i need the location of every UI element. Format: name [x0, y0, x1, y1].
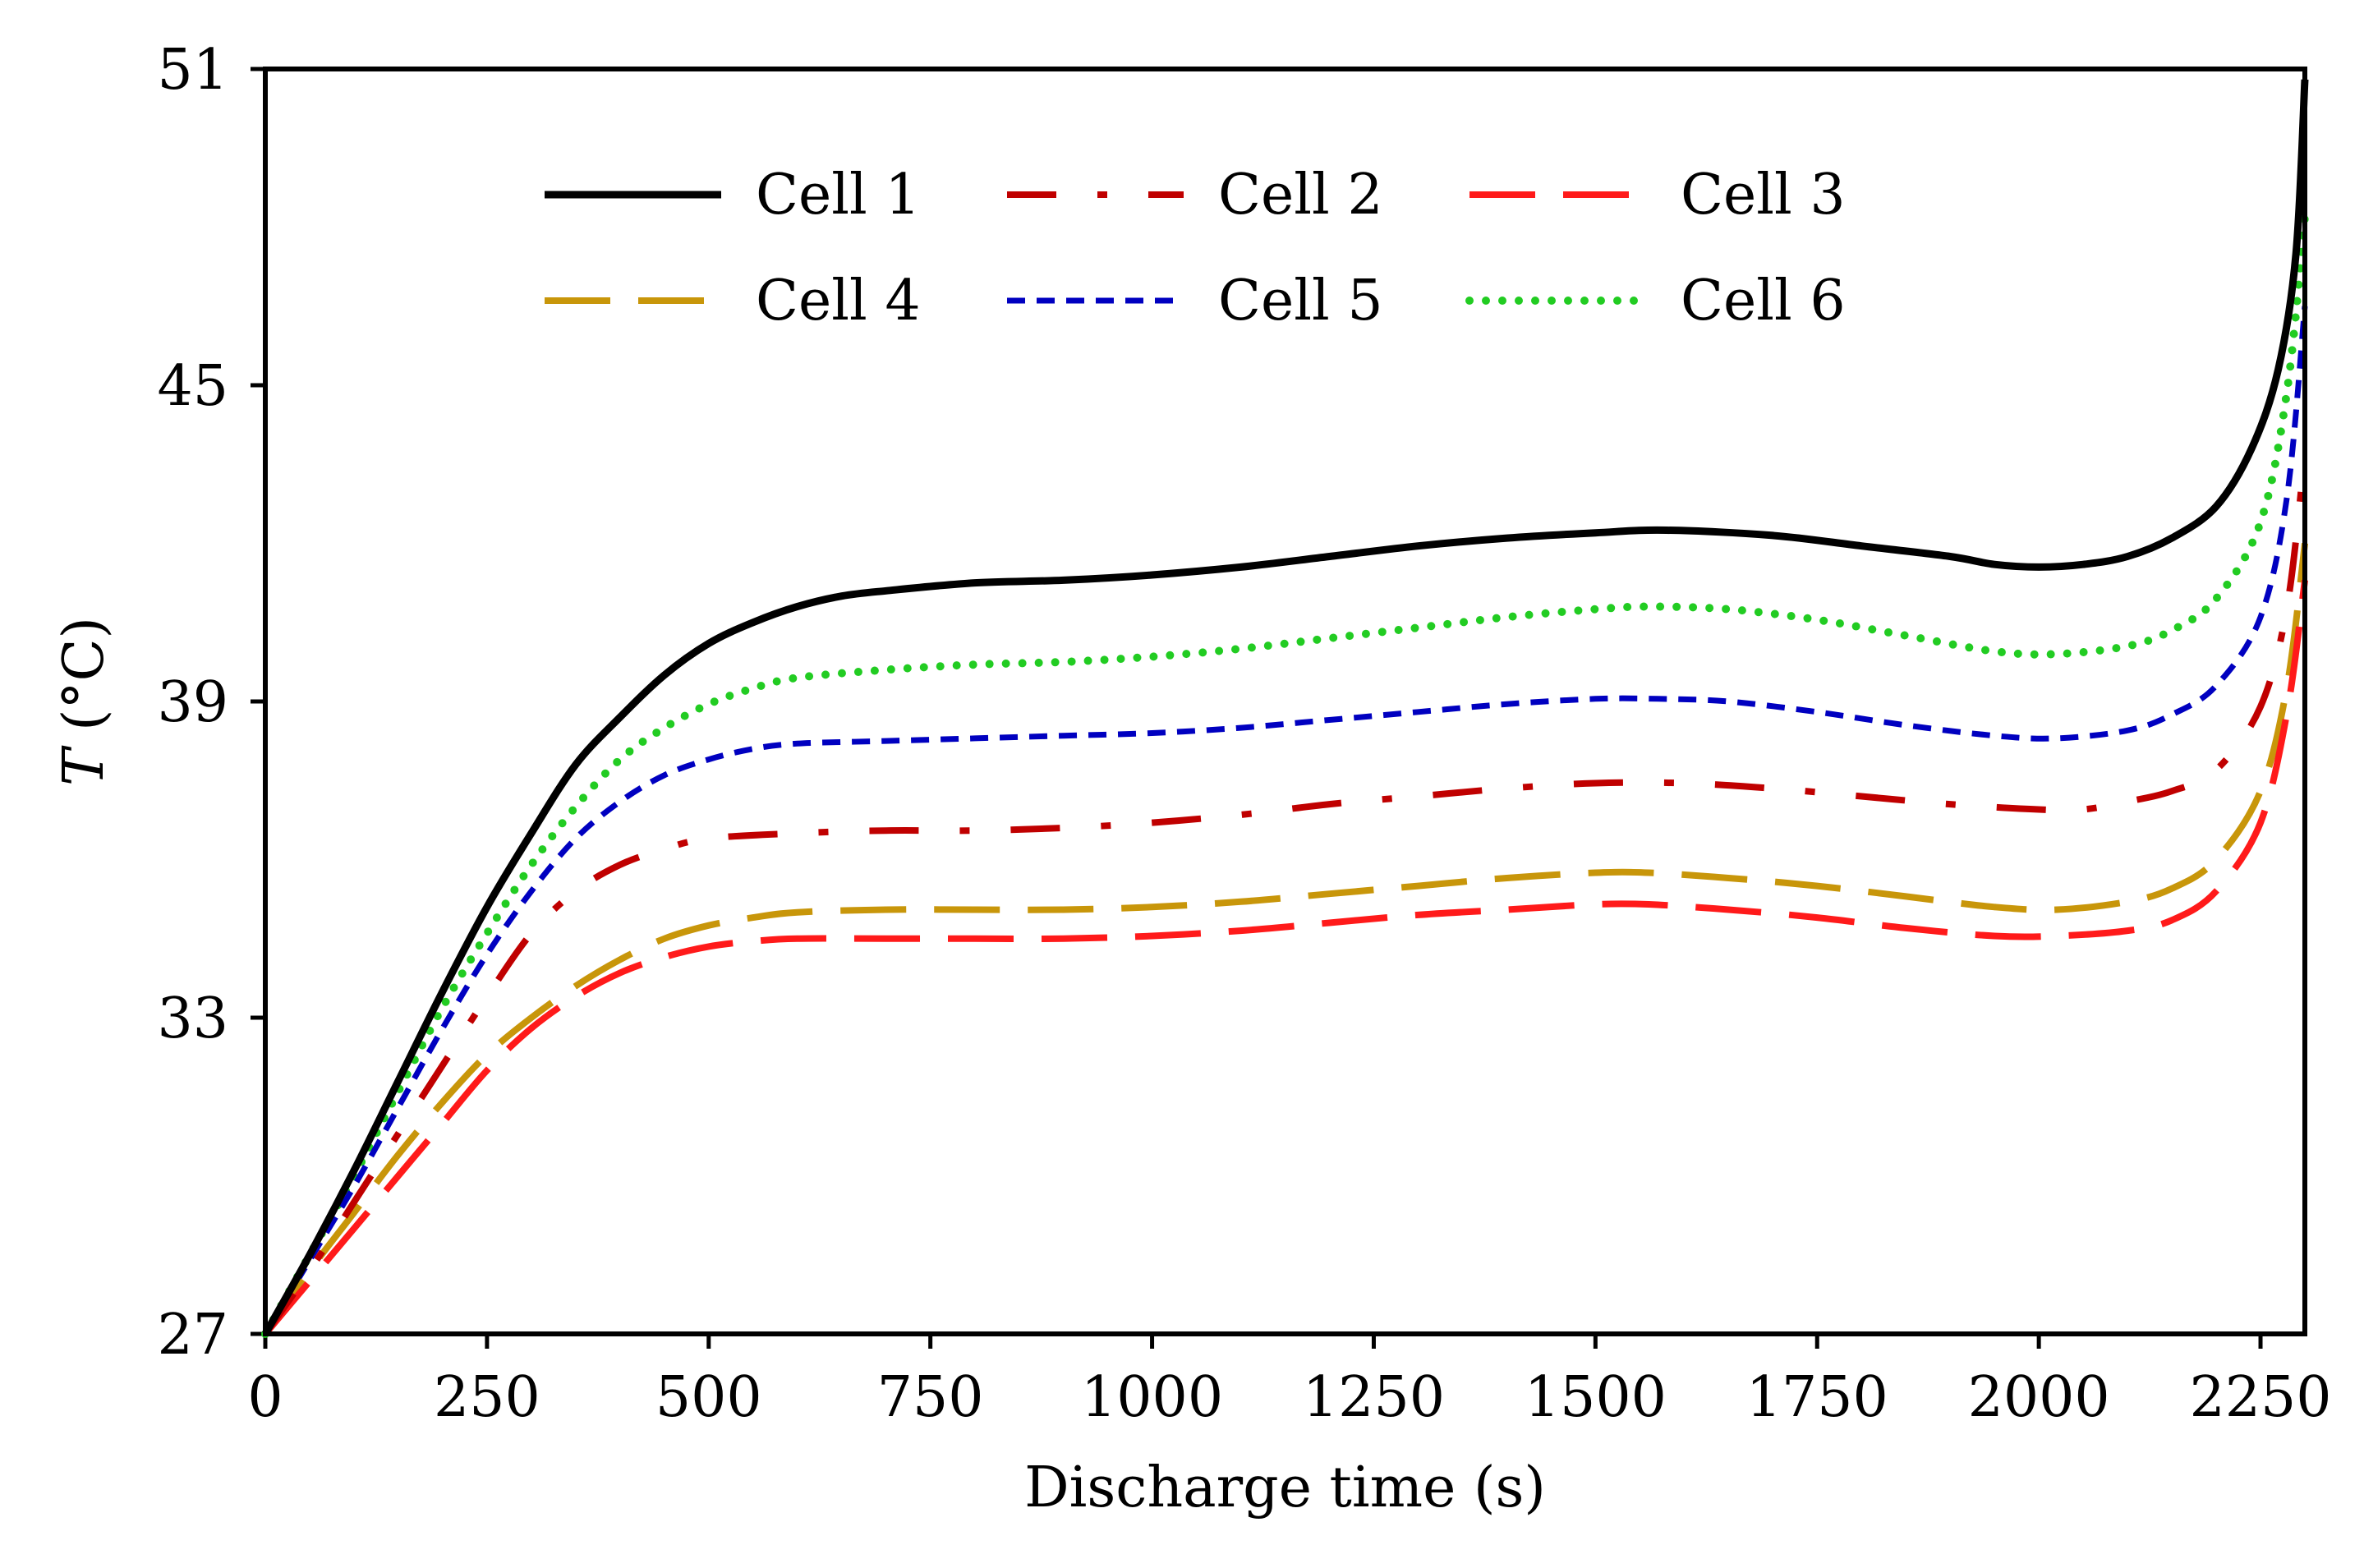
x-tick-label-1500: 1500 [1525, 1365, 1667, 1430]
plot-frame [263, 67, 2307, 1336]
series-line-cell-3 [262, 579, 2308, 1336]
x-tick-label-2000: 2000 [1968, 1365, 2110, 1430]
legend-label-cell-5: Cell 5 [1218, 269, 1383, 333]
x-tick-label-500: 500 [655, 1365, 762, 1430]
series-layer [261, 79, 2309, 1338]
x-tick-label-1250: 1250 [1303, 1365, 1445, 1430]
series-line-cell-6 [261, 212, 2309, 1338]
tick-labels-layer: 0 250 500 750 1000 1250 1500 1750 2000 2250 27 33 39… [157, 38, 2331, 1430]
x-tick-label-250: 250 [434, 1365, 540, 1430]
x-tick-label-1750: 1750 [1746, 1365, 1888, 1430]
x-tick-label-0: 0 [247, 1365, 283, 1430]
series-line-cell-4 [262, 543, 2308, 1336]
x-axis-title: Discharge time (s) [1024, 1455, 1546, 1520]
y-tick-label-45: 45 [157, 354, 228, 419]
legend: Cell 1 Cell 2 Cell 3 Cell 4 Cell 5 Cell 6 [545, 163, 1846, 333]
x-tick-label-1000: 1000 [1081, 1365, 1223, 1430]
x-tick-label-750: 750 [877, 1365, 984, 1430]
y-tick-label-39: 39 [157, 670, 228, 735]
legend-label-cell-1: Cell 1 [756, 163, 921, 228]
ticks-layer [251, 67, 2263, 1349]
series-line-cell-2 [262, 453, 2308, 1336]
legend-label-cell-6: Cell 6 [1681, 269, 1846, 333]
y-tick-label-51: 51 [157, 38, 228, 103]
series-line-cell-1 [262, 79, 2309, 1336]
y-tick-label-33: 33 [157, 986, 228, 1051]
y-tick-label-27: 27 [157, 1303, 228, 1368]
y-axis-title-unit: (°C) [52, 617, 117, 749]
legend-label-cell-4: Cell 4 [756, 269, 921, 333]
x-tick-label-2250: 2250 [2189, 1365, 2331, 1430]
legend-label-cell-2: Cell 2 [1218, 163, 1383, 228]
y-axis-title: T (°C) [52, 617, 117, 786]
y-axis-title-symbol: T [52, 745, 117, 786]
legend-label-cell-3: Cell 3 [1681, 163, 1846, 228]
series-line-cell-5 [262, 306, 2308, 1336]
